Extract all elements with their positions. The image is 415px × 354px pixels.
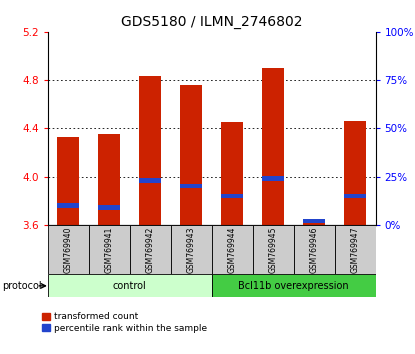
Bar bbox=[221, 122, 244, 225]
Bar bbox=[262, 68, 284, 225]
Bar bbox=[344, 194, 366, 198]
Text: GSM769944: GSM769944 bbox=[228, 226, 237, 273]
Bar bbox=[57, 137, 80, 225]
Text: control: control bbox=[113, 281, 146, 291]
Bar bbox=[334, 225, 376, 274]
Bar bbox=[48, 274, 212, 297]
Bar bbox=[303, 221, 325, 225]
Bar bbox=[48, 225, 89, 274]
Text: GSM769945: GSM769945 bbox=[269, 226, 278, 273]
Bar bbox=[344, 121, 366, 225]
Bar bbox=[89, 225, 129, 274]
Text: GSM769946: GSM769946 bbox=[310, 226, 319, 273]
Text: Bcl11b overexpression: Bcl11b overexpression bbox=[238, 281, 349, 291]
Bar bbox=[180, 85, 203, 225]
Text: GSM769942: GSM769942 bbox=[146, 226, 155, 273]
Bar bbox=[212, 225, 253, 274]
Text: GSM769943: GSM769943 bbox=[187, 226, 195, 273]
Text: protocol: protocol bbox=[2, 281, 42, 291]
Bar bbox=[180, 184, 203, 188]
Bar bbox=[139, 76, 161, 225]
Bar bbox=[130, 225, 171, 274]
Text: GSM769940: GSM769940 bbox=[64, 226, 73, 273]
Text: GSM769941: GSM769941 bbox=[105, 226, 114, 273]
Legend: transformed count, percentile rank within the sample: transformed count, percentile rank withi… bbox=[42, 313, 207, 333]
Bar bbox=[212, 274, 376, 297]
Bar bbox=[253, 225, 294, 274]
Text: GSM769947: GSM769947 bbox=[351, 226, 359, 273]
Bar bbox=[221, 194, 244, 198]
Bar bbox=[262, 176, 284, 181]
Bar bbox=[98, 205, 120, 210]
Bar bbox=[303, 219, 325, 223]
Title: GDS5180 / ILMN_2746802: GDS5180 / ILMN_2746802 bbox=[121, 16, 303, 29]
Bar bbox=[57, 204, 80, 207]
Bar bbox=[294, 225, 334, 274]
Bar bbox=[98, 135, 120, 225]
Bar bbox=[171, 225, 212, 274]
Bar bbox=[139, 178, 161, 183]
